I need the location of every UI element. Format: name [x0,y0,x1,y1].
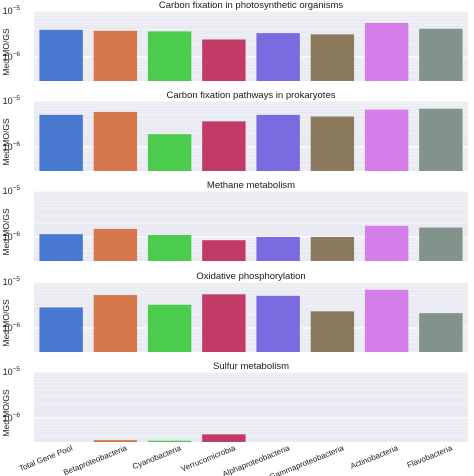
bar-cyanobacteria [147,235,192,261]
panel-title: Carbon fixation pathways in prokaryotes [167,90,336,101]
bar-actinobacteria [364,289,409,352]
panel-title: Methane metabolism [207,180,295,191]
bar-betaproteobacteria [93,30,138,82]
bar-alphaproteobacteria [256,236,300,261]
y-tick-label: 10−5 [3,5,21,16]
bar-actinobacteria [364,225,409,261]
bar-alphaproteobacteria [256,114,300,171]
y-axis-label: Med MO/GS [1,208,11,256]
y-axis-label: Med MO/GS [1,118,11,166]
bar-betaproteobacteria [93,440,138,442]
bar-betaproteobacteria [93,228,138,261]
bar-actinobacteria [364,109,409,171]
bar-betaproteobacteria [93,295,138,352]
x-tick-label: Actinobacteria [349,443,400,471]
bar-betaproteobacteria [93,111,138,171]
y-tick-label: 10−6 [3,322,21,333]
y-tick-label: 10−5 [3,276,21,287]
panel-1: Carbon fixation in photosynthetic organi… [1,0,468,82]
bar-flavobacteria [419,313,463,352]
y-tick-label: 10−5 [3,366,21,377]
panel-title: Oxidative phosphorylation [196,271,305,282]
bar-alphaproteobacteria [256,33,300,81]
panel-title: Carbon fixation in photosynthetic organi… [159,0,344,11]
panels: Carbon fixation in photosynthetic organi… [1,0,468,442]
plot-background [34,372,468,442]
y-tick-label: 10−6 [3,51,21,62]
bar-cyanobacteria [147,440,192,442]
bar-gammaproteobacteria [310,116,355,171]
y-tick-label: 10−6 [3,141,21,152]
bar-gammaproteobacteria [310,34,355,81]
panel-title: Sulfur metabolism [213,361,289,372]
bar-verrucomicrobia [202,294,246,352]
y-axis-label: Med MO/GS [1,389,11,437]
bar-alphaproteobacteria [256,295,300,352]
x-tick-label: Cyanobacteria [131,443,183,471]
y-tick-label: 10−5 [3,185,21,196]
bar-flavobacteria [419,227,463,261]
bar-gammaproteobacteria [310,236,355,261]
bar-verrucomicrobia [202,121,246,171]
y-axis-label: Med MO/GS [1,28,11,76]
bar-total gene pool [39,234,83,261]
y-axis-label: Med MO/GS [1,299,11,347]
y-tick-label: 10−5 [3,95,21,106]
bar-flavobacteria [419,108,463,171]
bar-verrucomicrobia [202,39,246,81]
y-tick-label: 10−6 [3,412,21,423]
bar-actinobacteria [364,22,409,81]
bar-verrucomicrobia [202,434,246,442]
bar-flavobacteria [419,28,463,81]
y-tick-label: 10−6 [3,231,21,242]
bar-cyanobacteria [147,134,192,171]
bar-total gene pool [39,307,83,352]
bar-gammaproteobacteria [310,311,355,352]
bar-cyanobacteria [147,31,192,81]
bar-cyanobacteria [147,304,192,352]
bar-total gene pool [39,114,83,171]
bar-total gene pool [39,29,83,81]
bar-verrucomicrobia [202,240,246,261]
panel-2: Carbon fixation pathways in prokaryotes 1… [1,90,468,171]
x-tick-label: Flavobacteria [406,443,454,470]
